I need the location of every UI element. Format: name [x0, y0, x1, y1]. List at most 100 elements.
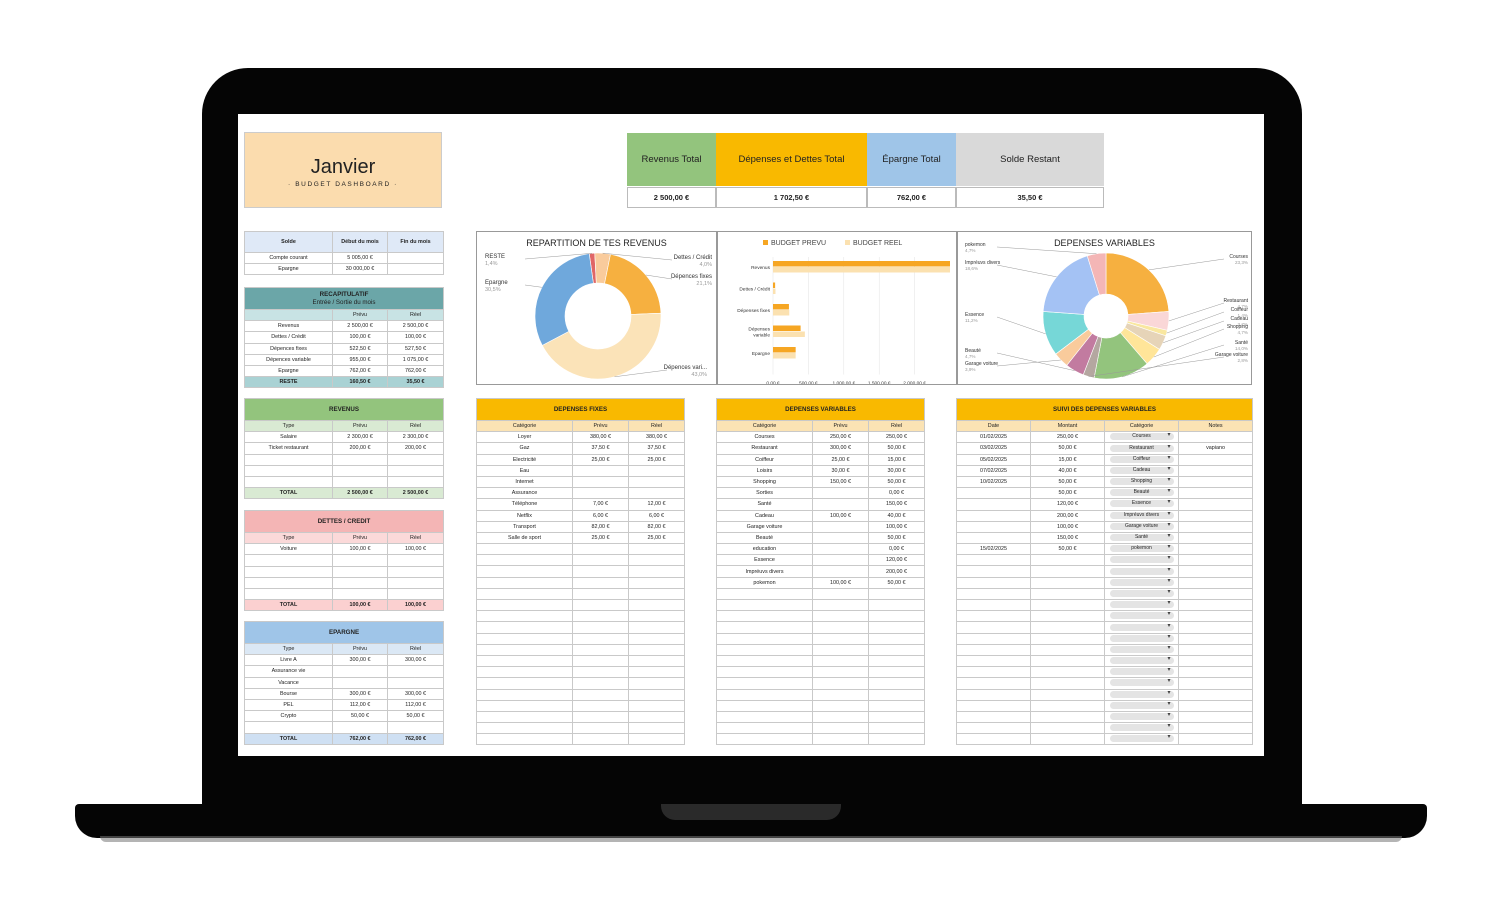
table-cell[interactable]: 250,00 €	[867, 431, 926, 444]
table-cell[interactable]	[1030, 576, 1105, 589]
table-cell[interactable]	[956, 621, 1031, 634]
table-cell[interactable]: 25,00 €	[572, 453, 629, 466]
table-cell[interactable]: Assurance vie	[244, 665, 333, 678]
table-cell[interactable]	[1177, 688, 1254, 701]
table-cell[interactable]: 522,50 €	[332, 342, 388, 355]
table-cell[interactable]	[1177, 543, 1254, 556]
table-cell[interactable]: pokemon	[716, 576, 813, 589]
table-cell[interactable]: 40,00 €	[1030, 464, 1105, 477]
table-cell[interactable]: 2 500,00 €	[386, 320, 445, 333]
table-cell[interactable]: 380,00 €	[628, 431, 685, 444]
table-cell[interactable]	[956, 520, 1031, 533]
table-cell[interactable]	[476, 654, 573, 668]
table-cell[interactable]	[956, 531, 1031, 545]
table-cell[interactable]: 100,00 €	[812, 509, 869, 522]
category-dropdown[interactable]	[1109, 668, 1174, 676]
table-cell[interactable]: 15,00 €	[1030, 453, 1105, 466]
table-cell[interactable]	[572, 464, 629, 477]
table-cell[interactable]	[1177, 453, 1254, 466]
table-cell[interactable]	[332, 453, 388, 466]
table-cell[interactable]: 300,00 €	[386, 654, 445, 667]
chart-budget-prevu-reel[interactable]: BUDGET PREVU BUDGET REEL 0,00 € 500,00 € 1 0…	[717, 231, 957, 385]
table-cell[interactable]: Coiffeur	[716, 453, 813, 466]
table-cell[interactable]	[387, 251, 444, 265]
table-cell[interactable]: 50,00 €	[332, 710, 388, 723]
table-cell[interactable]	[387, 453, 444, 466]
table-cell[interactable]	[716, 643, 813, 656]
table-cell[interactable]: 250,00 €	[812, 431, 869, 444]
table-cell[interactable]: 30,00 €	[867, 464, 926, 477]
table-cell[interactable]	[628, 487, 685, 500]
table-cell[interactable]	[387, 263, 444, 276]
table-cell[interactable]	[387, 587, 444, 601]
table-cell[interactable]	[1177, 531, 1254, 545]
table-cell[interactable]: 50,00 €	[1030, 442, 1105, 455]
table-cell[interactable]	[716, 710, 813, 724]
table-cell[interactable]: 300,00 €	[812, 442, 869, 455]
table-cell[interactable]	[476, 733, 573, 746]
table-cell[interactable]: Cadeau	[716, 509, 813, 522]
table-cell[interactable]: 15,00 €	[867, 453, 926, 466]
table-cell[interactable]	[1030, 554, 1105, 567]
pie-slice[interactable]	[604, 253, 662, 315]
table-cell[interactable]	[956, 643, 1031, 656]
chart-depenses-variables[interactable]: DEPENSES VARIABLES Courses 23,3% Restauran…	[957, 231, 1252, 385]
table-cell[interactable]: vapiano	[1177, 442, 1254, 455]
table-cell[interactable]: 250,00 €	[1030, 431, 1105, 444]
table-cell[interactable]	[476, 722, 573, 735]
table-cell[interactable]: 112,00 €	[332, 698, 388, 712]
table-cell[interactable]: 12,00 €	[628, 498, 685, 511]
table-cell[interactable]	[1177, 464, 1254, 477]
table-cell[interactable]	[812, 666, 869, 679]
table-cell[interactable]: 100,00 €	[386, 331, 445, 344]
table-cell[interactable]	[812, 632, 869, 645]
table-cell[interactable]: 40,00 €	[867, 509, 926, 522]
table-cell[interactable]	[812, 699, 869, 712]
table-cell[interactable]	[572, 688, 629, 701]
table-cell[interactable]	[244, 453, 333, 466]
table-cell[interactable]: 300,00 €	[332, 654, 388, 667]
table-cell[interactable]: Electricité	[476, 453, 573, 466]
table-cell[interactable]	[244, 475, 333, 489]
table-cell[interactable]	[332, 554, 388, 567]
table-cell[interactable]: 50,00 €	[386, 710, 445, 723]
table-cell[interactable]: 25,00 €	[628, 531, 685, 545]
table-cell[interactable]	[1177, 722, 1254, 735]
table-cell[interactable]	[476, 688, 573, 701]
table-cell[interactable]	[812, 677, 869, 690]
table-cell[interactable]	[1030, 643, 1105, 656]
table-cell[interactable]: 25,00 €	[628, 453, 685, 466]
table-cell[interactable]	[812, 565, 869, 578]
table-cell[interactable]: Téléphone	[476, 498, 573, 511]
table-cell[interactable]	[476, 554, 573, 567]
table-cell[interactable]	[244, 464, 333, 477]
category-dropdown[interactable]	[1109, 690, 1174, 698]
table-cell[interactable]: 5 005,00 €	[332, 251, 388, 265]
table-cell[interactable]	[572, 475, 629, 489]
category-dropdown[interactable]: Courses	[1109, 433, 1174, 441]
table-cell[interactable]	[1030, 666, 1105, 679]
table-cell[interactable]	[1177, 587, 1254, 601]
table-cell[interactable]: 82,00 €	[572, 520, 629, 533]
table-cell[interactable]	[572, 587, 629, 601]
table-cell[interactable]	[476, 677, 573, 690]
table-cell[interactable]	[867, 722, 926, 735]
table-cell[interactable]	[628, 475, 685, 489]
table-cell[interactable]	[572, 666, 629, 679]
table-cell[interactable]	[1030, 722, 1105, 735]
table-cell[interactable]	[812, 654, 869, 668]
table-cell[interactable]	[387, 565, 444, 578]
table-cell[interactable]	[628, 610, 685, 623]
table-cell[interactable]: Assurance	[476, 487, 573, 500]
table-cell[interactable]: 762,00 €	[332, 364, 388, 378]
table-cell[interactable]	[1177, 498, 1254, 511]
table-cell[interactable]	[572, 733, 629, 746]
category-dropdown[interactable]	[1109, 645, 1174, 653]
table-cell[interactable]: Shopping	[1104, 475, 1179, 489]
table-cell[interactable]	[572, 654, 629, 668]
table-cell[interactable]	[956, 509, 1031, 522]
table-cell[interactable]	[572, 610, 629, 623]
table-cell[interactable]: 380,00 €	[572, 431, 629, 444]
table-cell[interactable]	[476, 643, 573, 656]
table-cell[interactable]: Vacance	[244, 676, 333, 689]
